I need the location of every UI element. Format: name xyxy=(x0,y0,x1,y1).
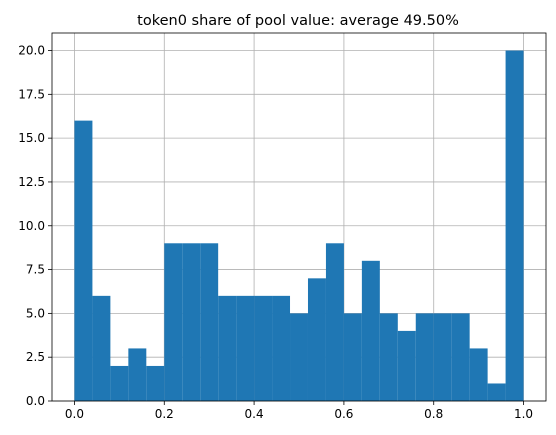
y-tick-label: 12.5 xyxy=(18,175,45,189)
y-tick-label: 0.0 xyxy=(26,394,45,408)
histogram-bar xyxy=(469,348,488,401)
histogram-bar xyxy=(307,278,326,401)
histogram-bar xyxy=(128,348,147,401)
y-tick-label: 7.5 xyxy=(26,263,45,277)
x-tick-label: 0.0 xyxy=(65,407,84,421)
histogram-bar xyxy=(110,365,129,401)
histogram-bar xyxy=(164,243,183,401)
histogram-bar xyxy=(397,330,416,401)
y-tick-label: 15.0 xyxy=(18,131,45,145)
y-tick-label: 20.0 xyxy=(18,44,45,58)
histogram-bar xyxy=(361,260,380,401)
y-axis-ticks: 0.0 2.5 5.0 7.5 10.0 12.5 15.0 17.5 20.0 xyxy=(18,44,52,408)
y-tick-label: 2.5 xyxy=(26,350,45,364)
histogram-bar xyxy=(218,295,237,401)
x-tick-label: 1.0 xyxy=(514,407,533,421)
histogram-bar xyxy=(379,313,398,401)
histogram-bar xyxy=(272,295,291,401)
histogram-bar xyxy=(92,295,111,401)
histogram-bar xyxy=(290,313,308,401)
histogram-bar xyxy=(415,313,434,401)
histogram-bars xyxy=(74,50,524,402)
x-tick-label: 0.2 xyxy=(155,407,174,421)
x-tick-label: 0.4 xyxy=(245,407,264,421)
histogram-bar xyxy=(451,313,470,401)
histogram-bar xyxy=(325,243,344,401)
y-tick-label: 10.0 xyxy=(18,219,45,233)
x-axis-ticks: 0.0 0.2 0.4 0.6 0.8 1.0 xyxy=(65,401,533,421)
histogram-bar xyxy=(487,383,506,401)
histogram-bar xyxy=(254,295,273,401)
histogram-bar xyxy=(74,120,93,401)
plot-frame xyxy=(51,32,547,402)
histogram-bar xyxy=(505,50,524,402)
histogram-bar xyxy=(343,313,362,401)
x-tick-label: 0.8 xyxy=(424,407,443,421)
histogram-bar xyxy=(200,243,219,401)
x-tick-label: 0.6 xyxy=(334,407,353,421)
histogram-bar xyxy=(146,365,165,401)
histogram-bar xyxy=(182,243,201,401)
histogram-bar xyxy=(433,313,452,401)
chart-title: token0 share of pool value: average 49.5… xyxy=(137,13,459,29)
y-tick-label: 17.5 xyxy=(18,87,45,101)
y-tick-label: 5.0 xyxy=(26,306,45,320)
histogram-bar xyxy=(236,295,255,401)
